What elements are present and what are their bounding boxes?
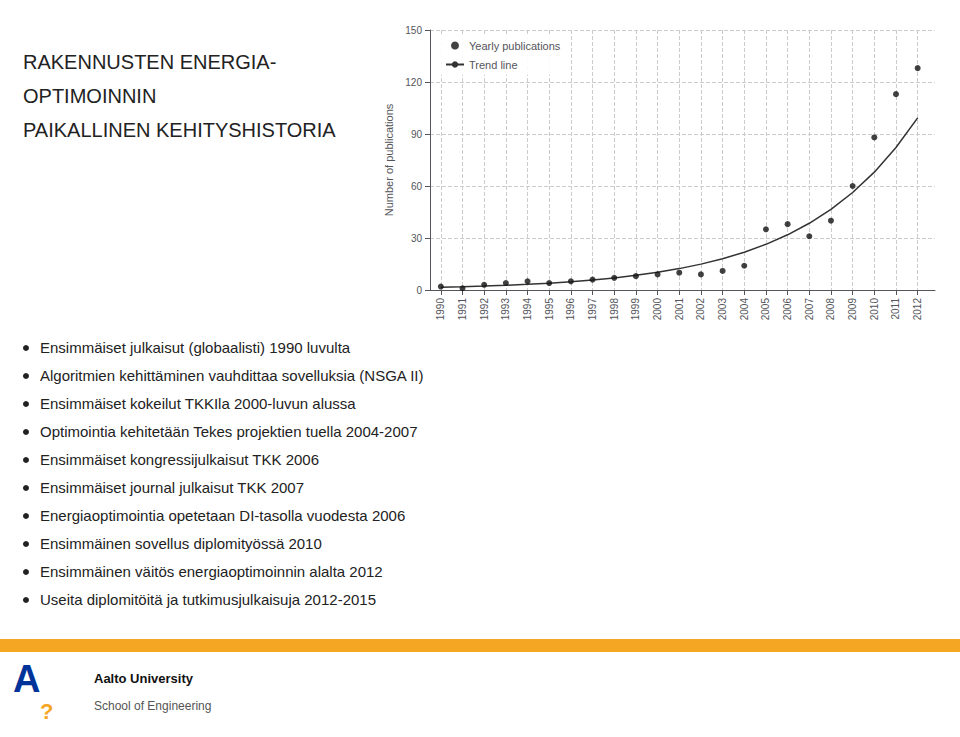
svg-text:Algoritmien kehittäminen vauhd: Algoritmien kehittäminen vauhdittaa sove… — [40, 367, 424, 384]
svg-text:Aalto University: Aalto University — [94, 671, 194, 686]
svg-text:2001: 2001 — [674, 298, 685, 321]
svg-text:1998: 1998 — [609, 298, 620, 321]
svg-text:Optimointia kehitetään Tekes p: Optimointia kehitetään Tekes projektien … — [40, 423, 417, 440]
svg-text:Trend line: Trend line — [469, 59, 518, 71]
svg-text:2010: 2010 — [869, 298, 880, 321]
svg-text:1995: 1995 — [544, 298, 555, 321]
svg-text:30: 30 — [411, 233, 423, 244]
svg-text:School of Engineering: School of Engineering — [94, 699, 211, 713]
svg-text:1996: 1996 — [565, 298, 576, 321]
svg-text:120: 120 — [405, 77, 422, 88]
svg-text:1994: 1994 — [522, 298, 533, 321]
svg-text:90: 90 — [411, 129, 423, 140]
svg-text:2006: 2006 — [782, 298, 793, 321]
svg-text:0: 0 — [416, 285, 422, 296]
svg-text:2012: 2012 — [912, 298, 923, 321]
svg-text:Energiaoptimointia opetetaan D: Energiaoptimointia opetetaan DI-tasolla … — [40, 507, 405, 524]
svg-text:1999: 1999 — [630, 298, 641, 321]
svg-text:1993: 1993 — [500, 298, 511, 321]
svg-text:1997: 1997 — [587, 298, 598, 321]
svg-text:A: A — [13, 658, 40, 700]
svg-text:2003: 2003 — [717, 298, 728, 321]
svg-text:Ensimmäiset julkaisut (globaal: Ensimmäiset julkaisut (globaalisti) 1990… — [40, 339, 351, 356]
svg-text:OPTIMOINNIN: OPTIMOINNIN — [23, 85, 156, 107]
svg-text:Yearly publications: Yearly publications — [469, 40, 561, 52]
svg-text:1992: 1992 — [479, 298, 490, 321]
svg-text:60: 60 — [411, 181, 423, 192]
svg-text:2005: 2005 — [760, 298, 771, 321]
svg-text:Ensimmäiset kokeilut TKKIla 20: Ensimmäiset kokeilut TKKIla 2000-luvun a… — [40, 395, 356, 412]
svg-text:1991: 1991 — [457, 298, 468, 321]
svg-text:150: 150 — [405, 25, 422, 36]
svg-text:Ensimmäinen sovellus diplomity: Ensimmäinen sovellus diplomityössä 2010 — [40, 535, 322, 552]
svg-text:Ensimmäinen väitös energiaopti: Ensimmäinen väitös energiaoptimoinnin al… — [40, 563, 383, 580]
svg-text:2008: 2008 — [825, 298, 836, 321]
svg-text:2002: 2002 — [695, 298, 706, 321]
svg-text:Number of publications: Number of publications — [383, 103, 395, 216]
svg-text:2004: 2004 — [739, 298, 750, 321]
svg-text:2011: 2011 — [890, 298, 901, 320]
svg-text:2000: 2000 — [652, 298, 663, 321]
svg-text:PAIKALLINEN KEHITYSHISTORIA: PAIKALLINEN KEHITYSHISTORIA — [23, 119, 336, 141]
svg-text:Useita diplomitöitä ja tutkimu: Useita diplomitöitä ja tutkimusjulkaisuj… — [40, 591, 376, 608]
svg-text:2009: 2009 — [847, 298, 858, 321]
svg-text:RAKENNUSTEN ENERGIA-: RAKENNUSTEN ENERGIA- — [23, 51, 276, 73]
svg-text:2007: 2007 — [804, 298, 815, 321]
svg-text:Ensimmäiset kongressijulkaisut: Ensimmäiset kongressijulkaisut TKK 2006 — [40, 451, 319, 468]
svg-text:1990: 1990 — [435, 298, 446, 321]
svg-text:Ensimmäiset journal julkaisut: Ensimmäiset journal julkaisut TKK 2007 — [40, 479, 304, 496]
svg-text:?: ? — [40, 699, 53, 724]
